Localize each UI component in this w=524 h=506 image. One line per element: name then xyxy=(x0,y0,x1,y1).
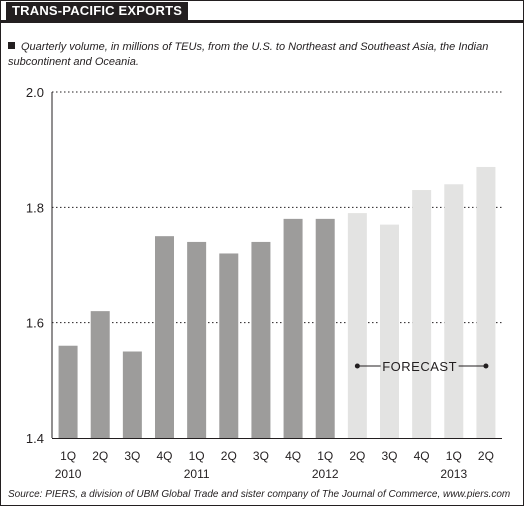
x-tick-label: 1Q xyxy=(317,449,333,463)
x-tick-label: 2Q xyxy=(92,449,108,463)
x-tick-label: 2Q xyxy=(478,449,494,463)
bar-layer xyxy=(58,166,496,438)
actual-bar xyxy=(315,218,335,438)
actual-bar xyxy=(283,218,303,438)
subtitle-text: Quarterly volume, in millions of TEUs, f… xyxy=(8,41,489,68)
grid-layer xyxy=(52,91,502,324)
axis-layer: 1.4 1.6 1.8 2.0 1Q 2Q 3Q 4Q 1Q 2Q 3Q 4Q 1Q 2Q 3Q 4Q 1Q 2Q… xyxy=(26,85,502,481)
forecast-bar xyxy=(444,184,464,438)
actual-bar xyxy=(58,345,78,438)
forecast-bar xyxy=(476,166,496,438)
x-tick-label: 2Q xyxy=(349,449,365,463)
title-rule xyxy=(0,20,524,23)
actual-bar xyxy=(155,236,174,438)
y-tick-label: 1.8 xyxy=(26,200,44,215)
forecast-annotation: FORECAST xyxy=(354,359,489,374)
title-bar: TRANS-PACIFIC EXPORTS xyxy=(0,0,524,23)
source-note: Source: PIERS, a division of UBM Global … xyxy=(8,489,511,500)
x-tick-label: 1Q xyxy=(60,449,76,463)
forecast-label: FORECAST xyxy=(382,359,457,374)
forecast-bar xyxy=(380,224,399,438)
actual-bar xyxy=(251,241,271,438)
y-tick-label: 2.0 xyxy=(26,85,44,100)
x-tick-label: 3Q xyxy=(381,449,397,463)
x-tick-label: 3Q xyxy=(253,449,269,463)
x-tick-label: 1Q xyxy=(446,449,462,463)
actual-bar xyxy=(90,311,110,438)
chart-subtitle: Quarterly volume, in millions of TEUs, f… xyxy=(8,40,508,70)
year-label: 2010 xyxy=(55,467,82,481)
actual-bar xyxy=(187,241,207,438)
forecast-dot-start xyxy=(354,363,360,369)
year-label: 2013 xyxy=(440,467,467,481)
actual-bar xyxy=(122,351,142,438)
x-tick-label: 2Q xyxy=(221,449,237,463)
x-tick-label: 1Q xyxy=(189,449,205,463)
x-tick-label: 3Q xyxy=(124,449,140,463)
x-tick-label: 4Q xyxy=(285,449,301,463)
actual-bar xyxy=(219,253,239,438)
y-tick-label: 1.6 xyxy=(26,316,44,331)
bullet-square-icon xyxy=(8,42,15,49)
x-tick-label: 4Q xyxy=(156,449,172,463)
year-label: 2011 xyxy=(184,467,210,481)
forecast-dot-end xyxy=(483,363,489,369)
forecast-bar xyxy=(412,190,432,438)
chart-title: TRANS-PACIFIC EXPORTS xyxy=(6,2,189,20)
y-tick-label: 1.4 xyxy=(26,431,44,446)
year-label: 2012 xyxy=(312,467,339,481)
forecast-bar xyxy=(347,213,367,438)
x-tick-label: 4Q xyxy=(414,449,430,463)
